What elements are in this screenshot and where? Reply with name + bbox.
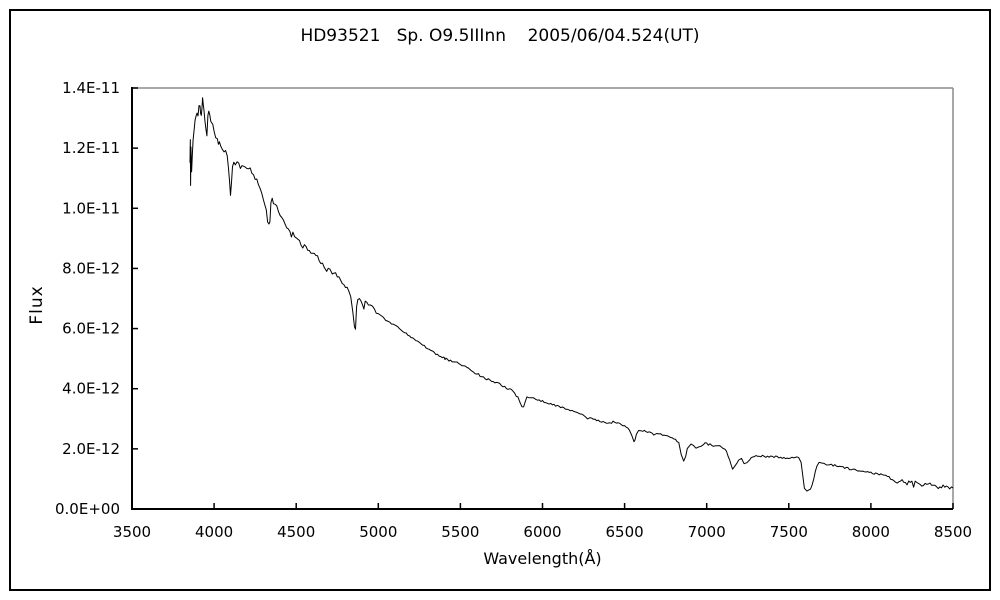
- x-tick-label: 7000: [688, 523, 726, 541]
- x-tick-label: 8500: [934, 523, 972, 541]
- axis-tick-labels: 3500 4000 4500 5000 5500 6000 6500 7000 7500 8000…: [55, 79, 972, 541]
- x-tick-label: 7500: [770, 523, 808, 541]
- x-tick-label: 6000: [523, 523, 561, 541]
- x-tick-label: 4500: [277, 523, 315, 541]
- y-tick-label: 6.0E-12: [62, 320, 120, 338]
- x-tick-label: 3500: [113, 523, 151, 541]
- y-tick-label: 4.0E-12: [62, 380, 120, 398]
- screenshot-border: [9, 9, 991, 591]
- x-tick-label: 5000: [359, 523, 397, 541]
- x-tick-label: 6500: [606, 523, 644, 541]
- y-tick-label: 8.0E-12: [62, 259, 120, 277]
- axis-ticks: [131, 87, 954, 510]
- spectrum-line: [189, 97, 954, 492]
- y-tick-label: 1.2E-11: [62, 139, 120, 157]
- y-tick-label: 1.4E-11: [62, 79, 120, 97]
- chart-title: HD93521 Sp. O9.5IIInn 2005/06/04.524(UT): [300, 26, 700, 46]
- x-tick-label: 8000: [852, 523, 890, 541]
- y-axis-label: Flux: [27, 285, 47, 325]
- y-tick-label: 0.0E+00: [55, 500, 120, 518]
- x-tick-label: 4000: [195, 523, 233, 541]
- y-tick-label: 1.0E-11: [62, 199, 120, 217]
- y-tick-label: 2.0E-12: [62, 440, 120, 458]
- x-axis-label: Wavelength(Å): [483, 549, 602, 568]
- x-tick-label: 5500: [441, 523, 479, 541]
